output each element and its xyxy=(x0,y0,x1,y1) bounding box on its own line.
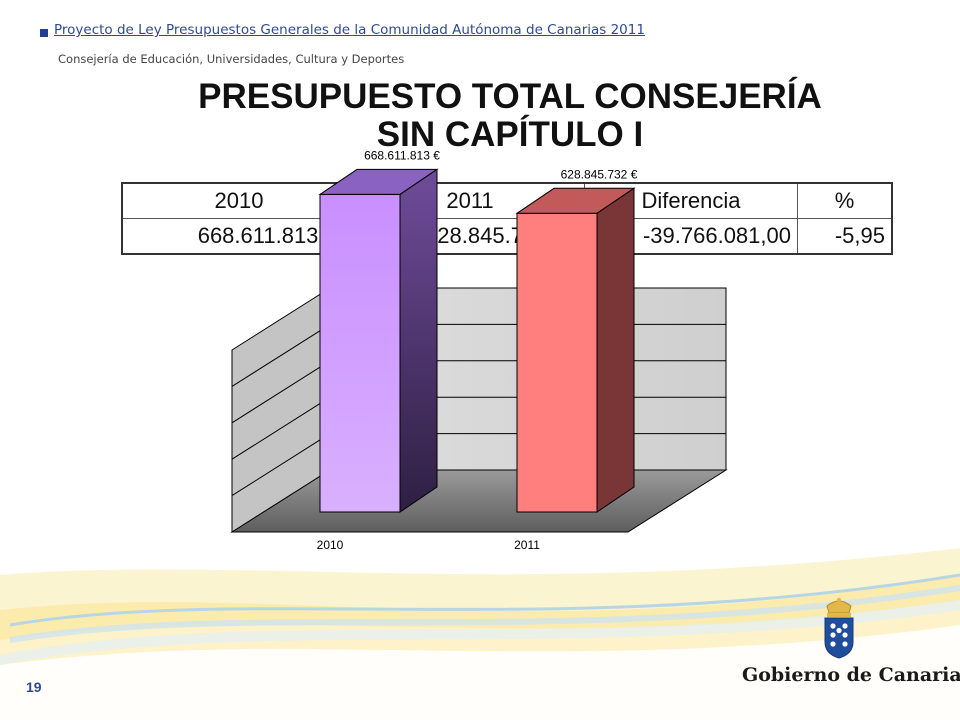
slide-title: PRESUPUESTO TOTAL CONSEJERÍA SIN CAPÍTUL… xyxy=(130,78,890,154)
bar-2011 xyxy=(516,212,598,513)
slide-title-line-2: SIN CAPÍTULO I xyxy=(376,115,644,154)
bar-side-2010 xyxy=(399,168,438,513)
bullet-icon xyxy=(40,29,48,37)
chart-labels: 668.611.813 € 2010 628.845.732 € 2011 xyxy=(317,148,638,552)
department-subtitle: Consejería de Educación, Universidades, … xyxy=(58,52,405,66)
gridline xyxy=(231,360,331,424)
slide-title-line-1: PRESUPUESTO TOTAL CONSEJERÍA xyxy=(198,77,822,116)
data-label: 668.611.813 € xyxy=(364,148,440,162)
government-logo-text: Gobierno de Canarias xyxy=(742,664,960,686)
table-cell: -5,95 xyxy=(797,218,893,255)
category-tick-label: 2010 xyxy=(317,538,344,552)
chart-bars xyxy=(318,168,636,513)
page-number: 19 xyxy=(26,679,42,695)
coat-of-arms-icon xyxy=(824,597,854,659)
category-tick-label: 2011 xyxy=(514,538,540,552)
data-label: 628.845.732 € xyxy=(561,167,638,181)
table-header-cell: % xyxy=(797,182,893,219)
bar-side-2011 xyxy=(596,187,635,513)
gridline xyxy=(231,396,331,460)
document-title-link[interactable]: Proyecto de Ley Presupuestos Generales d… xyxy=(54,22,645,38)
bar-2010 xyxy=(319,193,401,513)
gridline xyxy=(231,323,331,387)
gridline xyxy=(231,433,331,497)
